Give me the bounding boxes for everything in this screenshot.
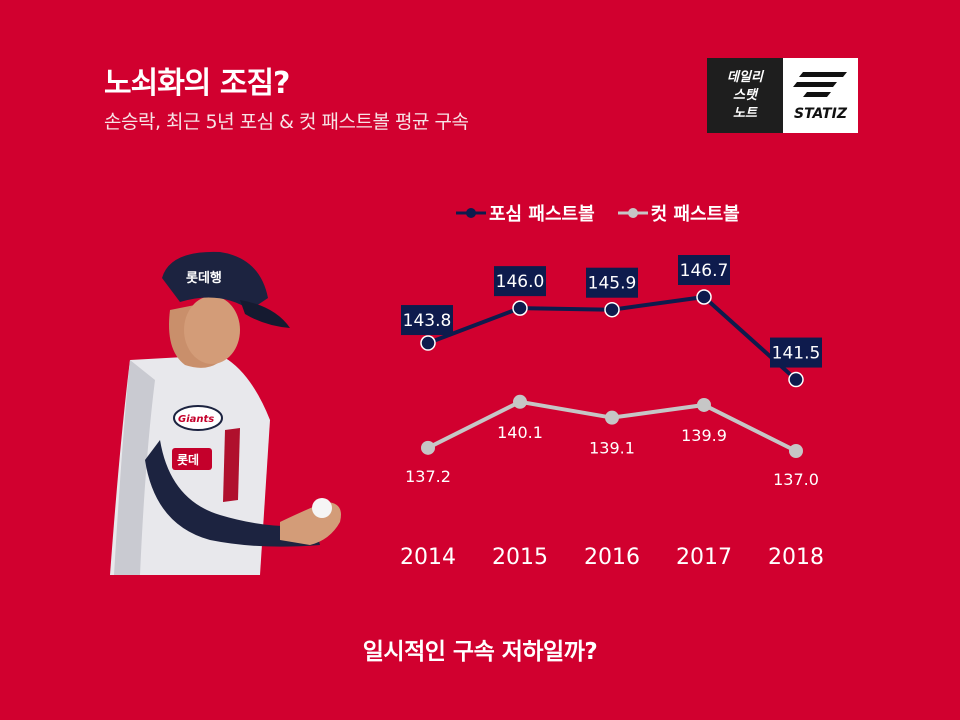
chart-labels-group: 143.8 146.0 145.9 146.7 141.5 137.2 140.1 139.1… (401, 255, 822, 489)
x-tick-2014: 2014 (400, 545, 456, 570)
cutter-label-2018: 137.0 (773, 470, 819, 489)
page-subtitle: 손승락, 최근 5년 포심 & 컷 패스트볼 평균 구속 (104, 111, 469, 133)
fourseam-label-2015: 146.0 (494, 266, 546, 297)
logo-line-3: 노트 (733, 105, 757, 121)
legend-cutter-marker-icon (617, 208, 648, 218)
cutter-point-2015 (513, 394, 527, 409)
chart-points-group (420, 289, 804, 458)
x-tick-2018: 2018 (768, 545, 824, 570)
page-title: 노쇠화의 조짐? (104, 66, 290, 101)
svg-text:141.5: 141.5 (772, 344, 821, 364)
svg-text:145.9: 145.9 (588, 274, 637, 294)
cutter-point-2014 (421, 440, 435, 455)
fourseam-point-2018 (788, 371, 804, 388)
legend-fourseam-marker-icon (456, 208, 486, 218)
cutter-label-2014: 137.2 (405, 467, 451, 486)
statiz-logo: 데일리 스탯 노트 STATIZ (707, 58, 858, 133)
jersey-logo-text: Giants (178, 414, 214, 425)
logo-line-2: 스탯 (733, 87, 757, 103)
chart-x-ticks-group: 2014 2015 2016 2017 2018 (400, 545, 824, 570)
legend-fourseam-label: 포심 패스트볼 (489, 204, 595, 225)
cutter-point-2018 (789, 444, 803, 458)
cutter-label-2017: 139.9 (681, 426, 727, 445)
cutter-point-2016 (605, 410, 619, 425)
fourseam-point-2014 (420, 335, 436, 351)
sleeve-patch-text: 롯데 (177, 452, 199, 467)
cutter-label-2016: 139.1 (589, 439, 635, 458)
fourseam-point-2015 (512, 300, 528, 316)
legend-item-fourseam: 포심 패스트볼 (455, 200, 595, 226)
cutter-label-2015: 140.1 (497, 423, 543, 442)
x-tick-2017: 2017 (676, 545, 732, 570)
x-tick-2015: 2015 (492, 545, 548, 570)
fourseam-label-2018: 141.5 (770, 337, 822, 368)
cutter-point-2017 (697, 397, 711, 412)
fourseam-label-2017: 146.7 (678, 255, 730, 285)
legend-item-cutter: 컷 패스트볼 (617, 200, 740, 226)
fourseam-point-2017 (696, 289, 712, 305)
statiz-wordmark: STATIZ (794, 105, 847, 122)
pitcher-illustration: 롯데행 Giants 롯데 (110, 251, 341, 575)
x-tick-2016: 2016 (584, 545, 640, 570)
closing-question: 일시적인 구속 저하일까? (362, 639, 598, 665)
cap-logo-text: 롯데행 (186, 270, 222, 286)
statiz-brand-mark: STATIZ (783, 58, 858, 133)
statiz-stripes-icon (792, 71, 847, 97)
logo-line-1: 데일리 (727, 69, 763, 85)
chart-lines-group (427, 294, 798, 453)
fourseam-label-2016: 145.9 (586, 267, 638, 298)
fourseam-label-2014: 143.8 (401, 305, 453, 336)
daily-stat-note-badge: 데일리 스탯 노트 (707, 58, 783, 133)
svg-text:146.0: 146.0 (496, 272, 545, 292)
legend-cutter-label: 컷 패스트볼 (650, 204, 740, 225)
svg-text:146.7: 146.7 (680, 261, 729, 281)
svg-text:143.8: 143.8 (403, 311, 452, 331)
chart-legend: 포심 패스트볼 컷 패스트볼 (455, 200, 740, 226)
fourseam-point-2016 (604, 301, 620, 318)
